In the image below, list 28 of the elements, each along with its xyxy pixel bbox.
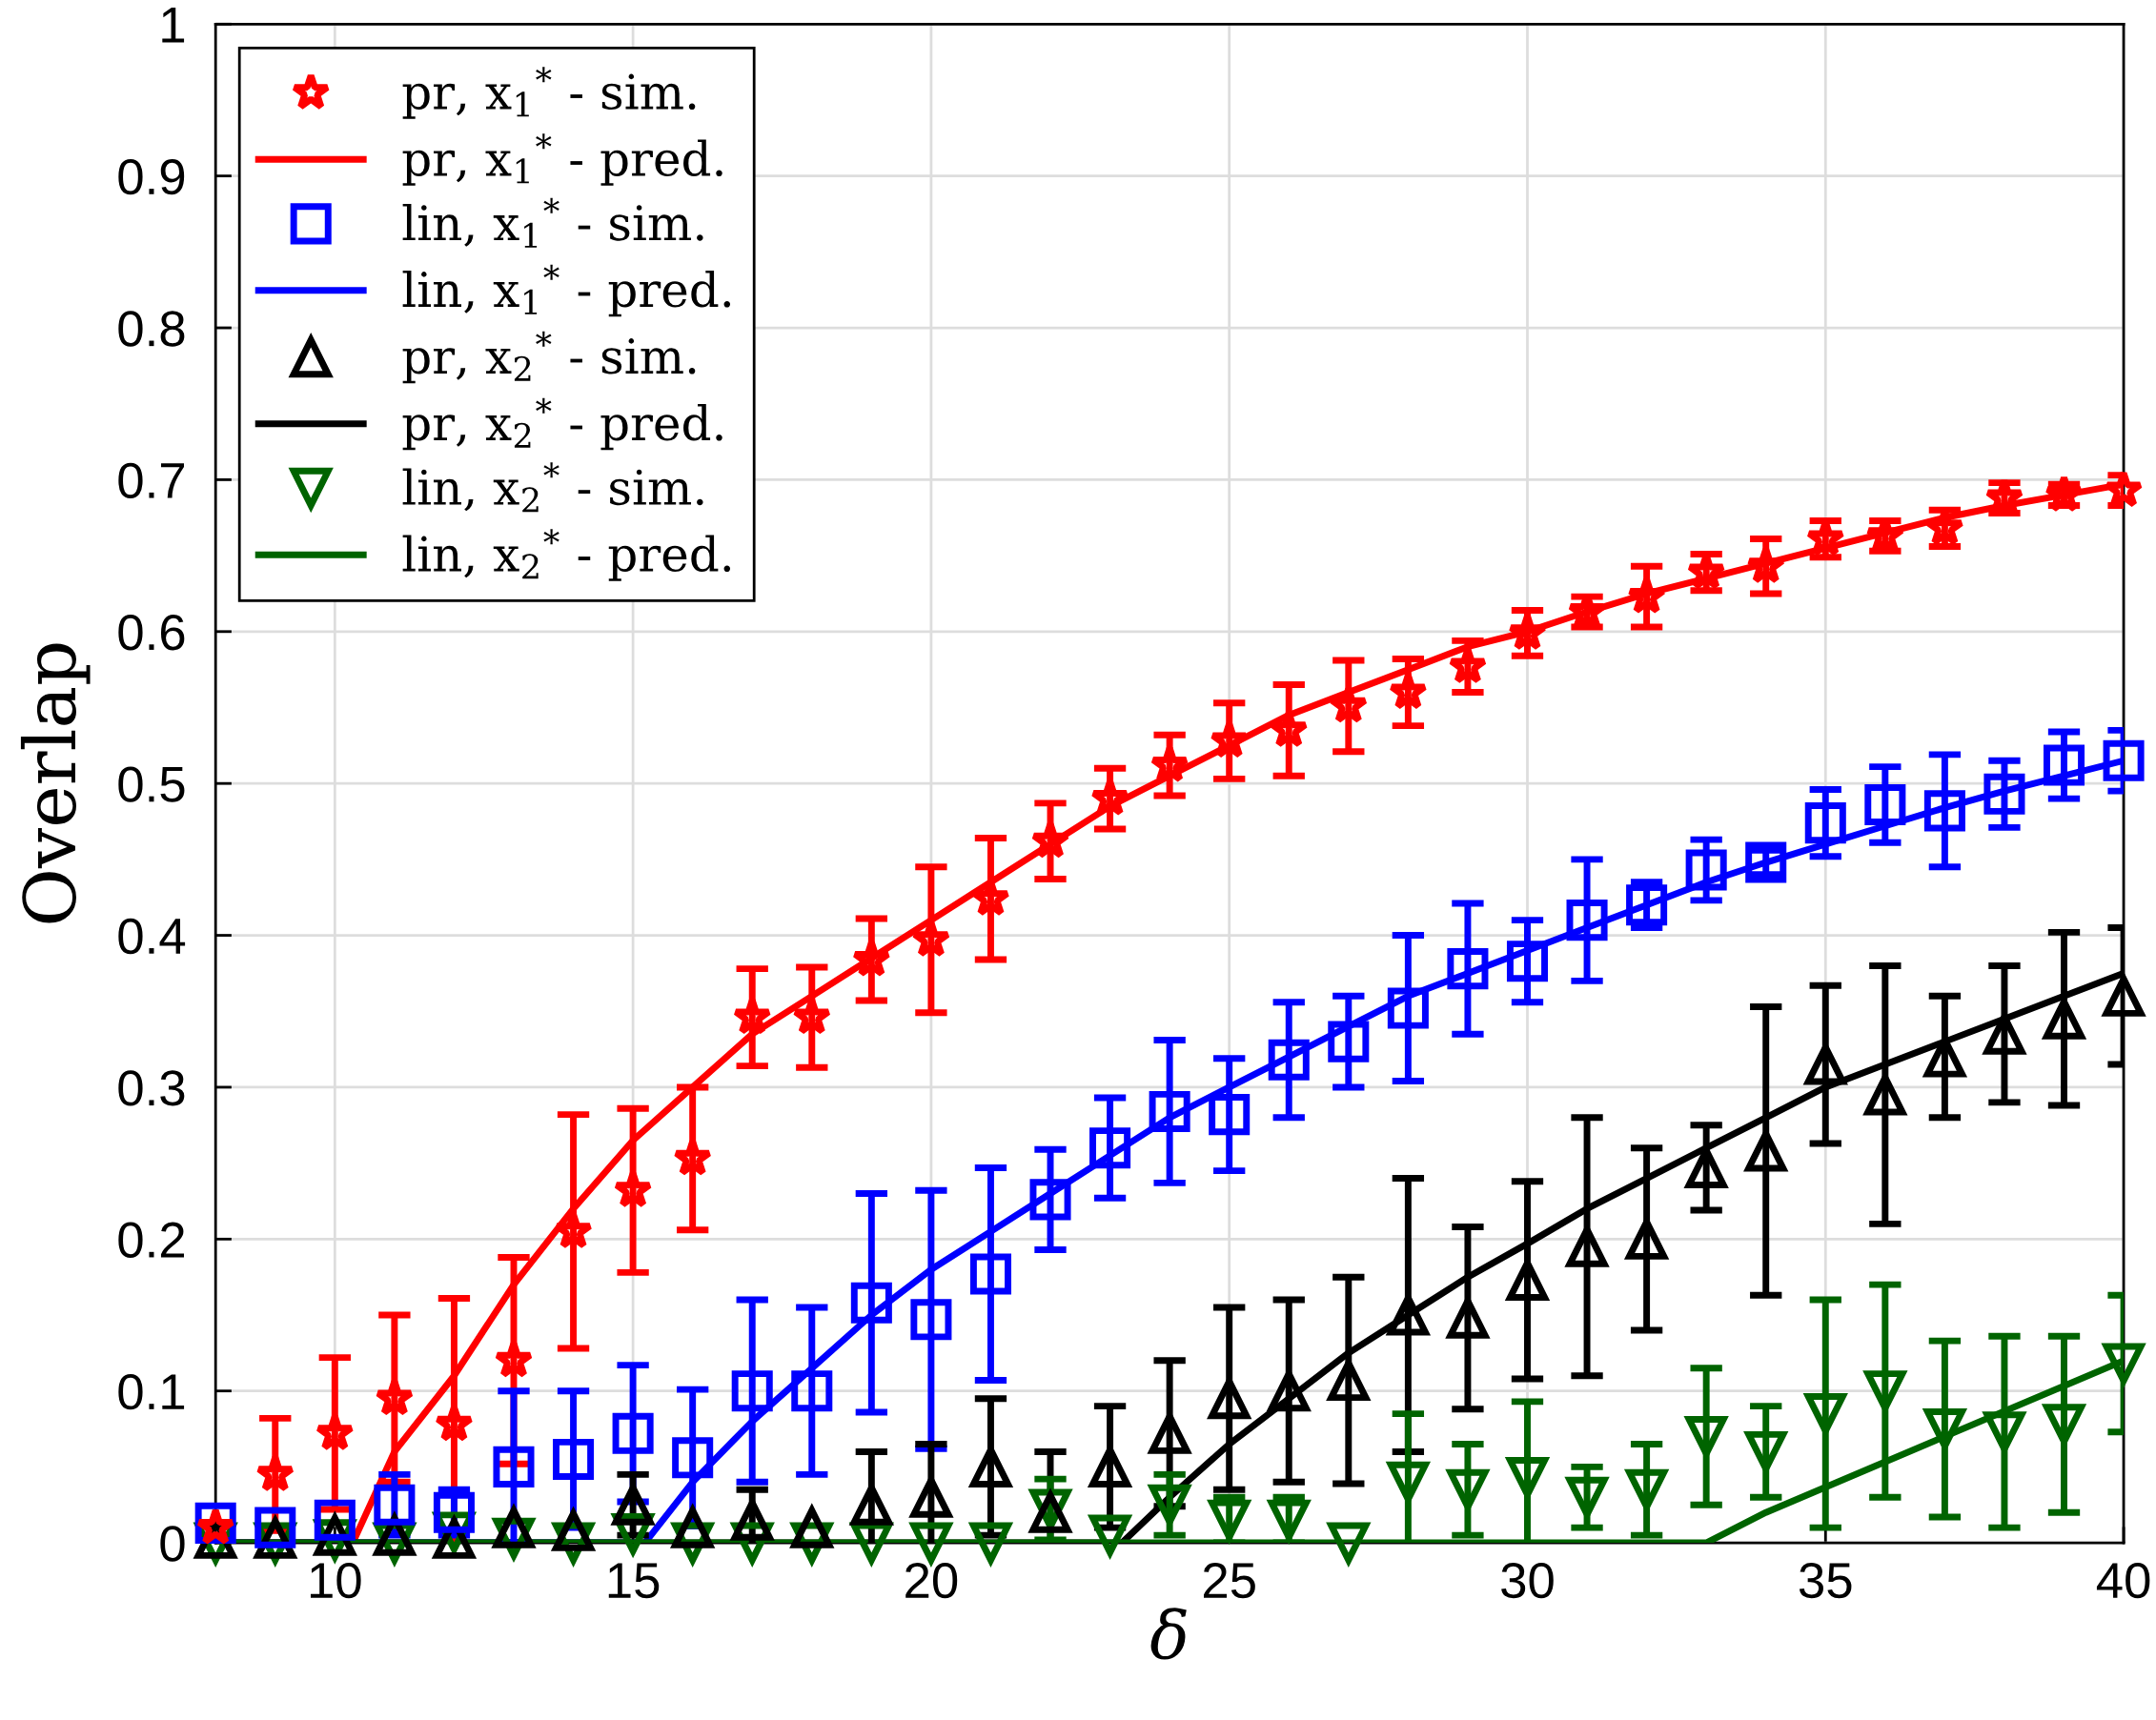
y-tick-label: 0 <box>160 1526 185 1562</box>
y-tick-label: 0.4 <box>118 918 186 955</box>
y-tick-label: 1 <box>162 8 185 43</box>
x-tick-label: 10 <box>310 1562 361 1599</box>
legend-label: pr, x$_{1}$$^{*}$ - pred. <box>402 133 722 186</box>
x-tick-label: 30 <box>1501 1562 1554 1599</box>
y-tick-label: 0.5 <box>118 766 185 802</box>
x-tick-label: 35 <box>1799 1562 1852 1599</box>
x-tick-label: 25 <box>1204 1562 1255 1599</box>
legend-label: pr, x$_{2}$$^{*}$ - sim. <box>402 331 696 384</box>
y-tick-label: 0.3 <box>118 1070 185 1106</box>
legend-label: lin, x$_{1}$$^{*}$ - pred. <box>402 264 731 317</box>
x-tick-label: 40 <box>2096 1562 2150 1599</box>
legend-label: pr, x$_{1}$$^{*}$ - sim. <box>402 67 696 119</box>
x-axis-title: δ <box>1150 1608 1187 1660</box>
x-tick-label: 15 <box>608 1563 660 1599</box>
legend-label: pr, x$_{2}$$^{*}$ - pred. <box>402 397 722 451</box>
legend-label: lin, x$_{2}$$^{*}$ - sim. <box>402 462 703 513</box>
y-tick-label: 0.7 <box>118 462 184 499</box>
legend-label: lin, x$_{2}$$^{*}$ - pred. <box>402 529 731 581</box>
y-tick-label: 0.8 <box>118 311 185 347</box>
legend-label: lin, x$_{1}$$^{*}$ - sim. <box>402 197 703 248</box>
y-tick-label: 0.6 <box>118 615 185 651</box>
y-tick-label: 0.2 <box>118 1222 184 1258</box>
y-tick-label: 0.1 <box>118 1373 185 1410</box>
y-axis-title: Overlap <box>20 643 91 923</box>
x-tick-label: 20 <box>905 1562 958 1599</box>
y-tick-label: 0.9 <box>118 158 185 195</box>
